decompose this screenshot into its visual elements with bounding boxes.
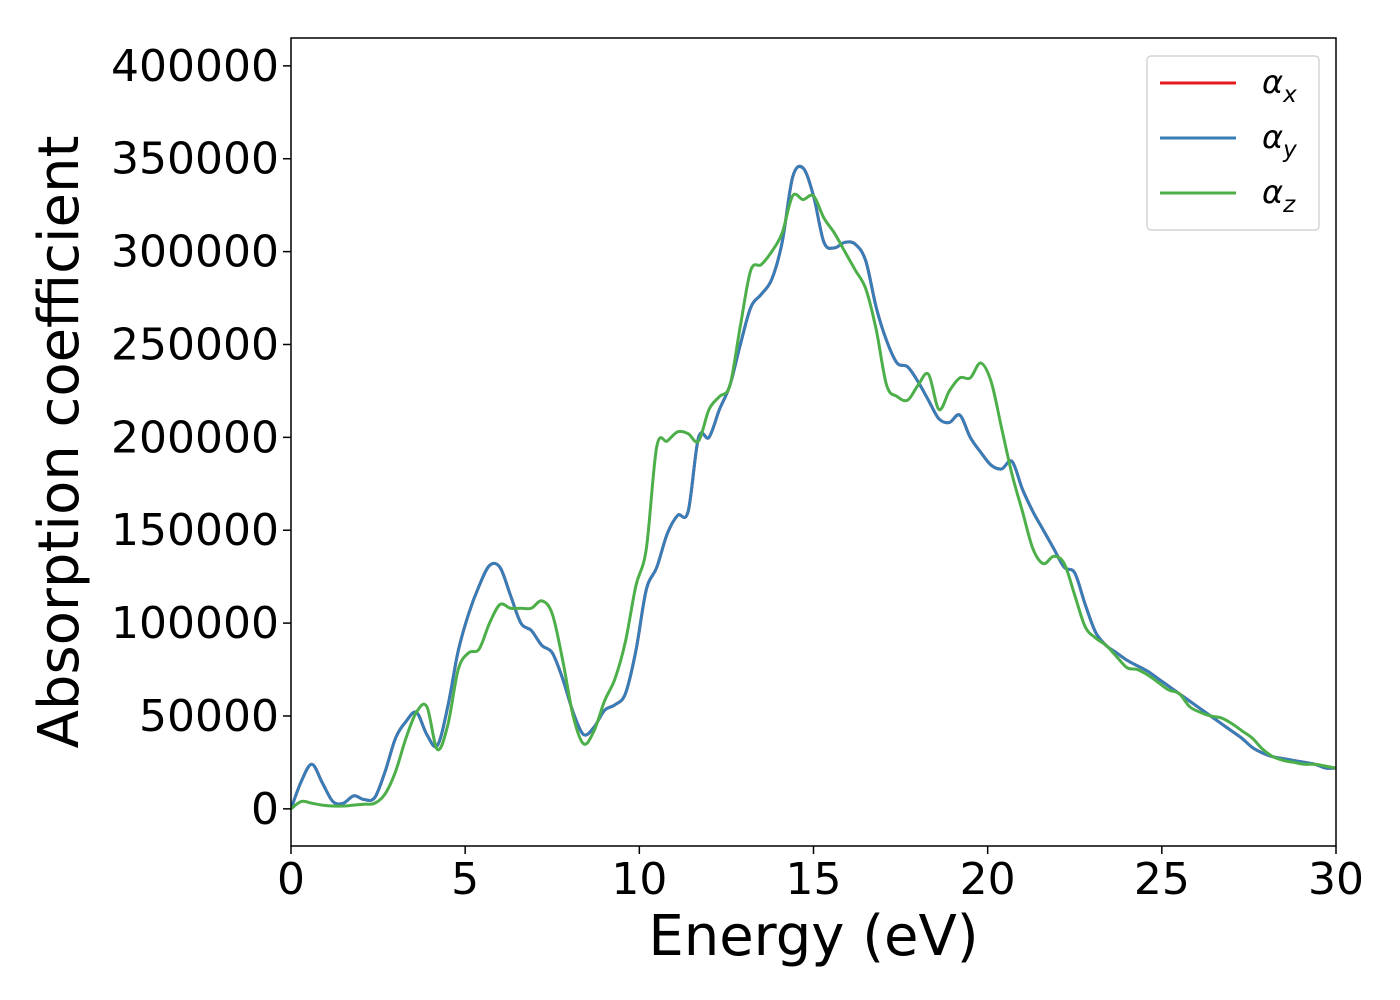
y-tick-label: 50000 [139,691,279,742]
legend-item-y: αy [1160,118,1297,163]
y-axis-ticks: 0 50000 100000 150000 200000 250000 300000 3500… [111,41,291,835]
series-layer [291,164,1336,811]
y-tick-label: 150000 [111,505,279,556]
y-tick-label: 300000 [111,227,279,278]
y-tick-label: 250000 [111,319,279,370]
x-axis-title: Energy (eV) [648,904,978,969]
y-tick-label: 100000 [111,598,279,649]
y-tick-label: 400000 [111,41,279,92]
x-tick-label: 5 [451,854,479,905]
series-line-z [291,192,1336,811]
y-axis-title: Absorption coefficient [27,136,92,749]
legend-label: αx [1262,63,1297,108]
x-tick-label: 10 [611,854,667,905]
y-tick-label: 200000 [111,412,279,463]
legend: αx αy αz [1146,55,1320,231]
legend-label: αz [1262,173,1296,218]
x-tick-label: 30 [1308,854,1364,905]
x-tick-label: 20 [960,854,1016,905]
x-axis-ticks: 0 5 10 15 20 25 30 [277,846,1364,905]
series-line-y [291,164,1336,810]
x-tick-label: 15 [786,854,842,905]
y-tick-label: 0 [251,784,279,835]
legend-item-z: αz [1160,173,1296,218]
x-tick-label: 0 [277,854,305,905]
legend-items: αx αy αz [1160,63,1297,218]
y-tick-label: 350000 [111,134,279,185]
legend-label: αy [1262,118,1297,163]
x-tick-label: 25 [1134,854,1190,905]
legend-box [1146,55,1320,231]
legend-item-x: αx [1160,63,1297,108]
